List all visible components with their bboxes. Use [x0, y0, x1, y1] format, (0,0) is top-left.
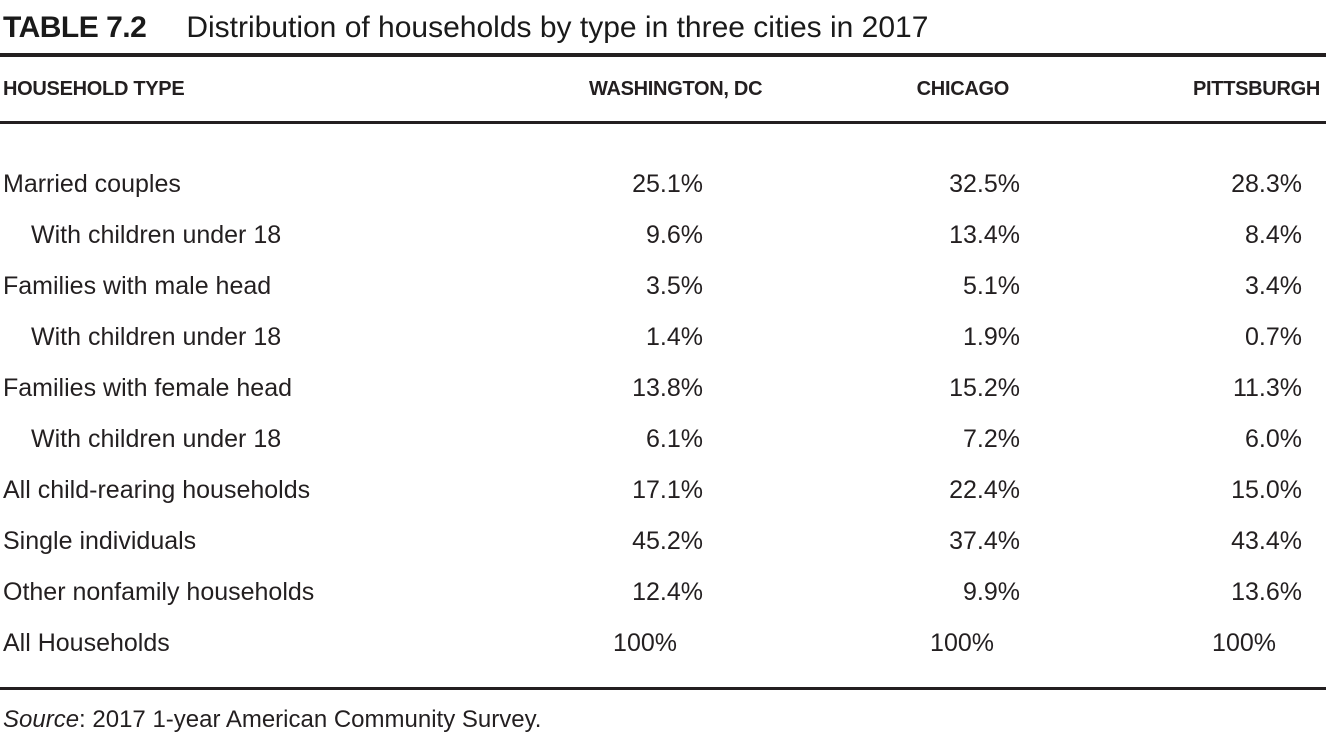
table-row: Families with male head 3.5% 5.1% 3.4%: [0, 261, 1326, 312]
value-cell: 13.8%: [632, 374, 703, 402]
row-label: Other nonfamily households: [3, 578, 315, 606]
value-cell: 12.4%: [632, 578, 703, 606]
row-label: With children under 18: [31, 221, 282, 249]
value-cell: 100%: [1212, 629, 1276, 657]
table-row: With children under 18 1.4% 1.9% 0.7%: [0, 312, 1326, 363]
source-prefix: Source: [3, 706, 80, 733]
row-label: With children under 18: [31, 425, 282, 453]
value-cell: 37.4%: [949, 527, 1020, 555]
row-label: Families with female head: [3, 374, 293, 402]
value-cell: 22.4%: [949, 476, 1020, 504]
value-cell: 1.9%: [963, 323, 1020, 351]
value-cell: 11.3%: [1232, 374, 1302, 402]
value-cell: 3.4%: [1245, 272, 1302, 300]
top-rule: [0, 53, 1326, 57]
table-number-label: TABLE 7.2: [3, 11, 147, 44]
value-cell: 15.2%: [949, 374, 1020, 402]
source-text: : 2017 1-year American Community Survey.: [79, 706, 542, 733]
value-cell: 6.1%: [646, 425, 703, 453]
value-cell: 13.6%: [1231, 578, 1302, 606]
value-cell: 1.4%: [646, 323, 703, 351]
row-label: Married couples: [3, 170, 181, 198]
row-label: Single individuals: [3, 527, 197, 555]
row-label: With children under 18: [31, 323, 282, 351]
value-cell: 43.4%: [1231, 527, 1302, 555]
value-cell: 45.2%: [632, 527, 703, 555]
table-row: With children under 18 9.6% 13.4% 8.4%: [0, 210, 1326, 261]
page-title: TABLE 7.2 Distribution of households by t…: [0, 10, 1326, 46]
value-cell: 13.4%: [949, 221, 1020, 249]
value-cell: 9.6%: [646, 221, 703, 249]
column-header-washington-dc: WASHINGTON, DC: [538, 57, 763, 124]
value-cell: 5.1%: [963, 272, 1020, 300]
row-label: All Households: [3, 629, 170, 657]
row-label: All child-rearing households: [3, 476, 311, 504]
value-cell: 15.0%: [1231, 476, 1302, 504]
table-row: Other nonfamily households 12.4% 9.9% 13.6%: [0, 567, 1326, 618]
value-cell: 3.5%: [646, 272, 703, 300]
value-cell: 9.9%: [963, 578, 1020, 606]
row-label: Families with male head: [3, 272, 272, 300]
bottom-rule: [0, 687, 1326, 690]
table-row: Families with female head 13.8% 15.2% 11.3%: [0, 363, 1326, 414]
table-row: All child-rearing households 17.1% 22.4% 15…: [0, 465, 1326, 516]
value-cell: 100%: [930, 629, 994, 657]
column-header-pittsburgh: PITTSBURGH: [1020, 57, 1326, 124]
header-row: HOUSEHOLD TYPE WASHINGTON, DC CHICAGO PI…: [0, 57, 1326, 124]
table-body: Married couples 25.1% 32.5% 28.3% With child…: [0, 123, 1326, 670]
value-cell: 28.3%: [1231, 170, 1302, 198]
column-header-chicago: CHICAGO: [705, 57, 1020, 124]
value-cell: 6.0%: [1245, 425, 1302, 453]
value-cell: 32.5%: [949, 170, 1020, 198]
table-row: Married couples 25.1% 32.5% 28.3%: [0, 123, 1326, 211]
value-cell: 8.4%: [1245, 221, 1302, 249]
table-title-text: Distribution of households by type in th…: [186, 11, 929, 44]
source-note: Source: 2017 1-year American Community S…: [0, 690, 1326, 734]
value-cell: 0.7%: [1245, 323, 1302, 351]
table-row: With children under 18 6.1% 7.2% 6.0%: [0, 414, 1326, 465]
table-row: All Households 100% 100% 100%: [0, 618, 1326, 669]
value-cell: 100%: [613, 629, 677, 657]
column-header-household-type: HOUSEHOLD TYPE: [0, 57, 538, 124]
table-row: Single individuals 45.2% 37.4% 43.4%: [0, 516, 1326, 567]
value-cell: 17.1%: [632, 476, 703, 504]
value-cell: 25.1%: [632, 170, 703, 198]
households-table: HOUSEHOLD TYPE WASHINGTON, DC CHICAGO PI…: [0, 57, 1326, 669]
value-cell: 7.2%: [963, 425, 1020, 453]
